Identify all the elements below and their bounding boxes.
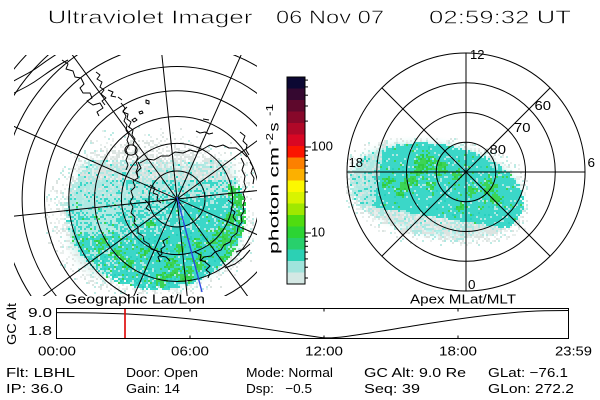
- svg-text:00:00: 00:00: [38, 344, 76, 359]
- svg-text:Flt: LBHL: Flt: LBHL: [6, 365, 75, 380]
- svg-text:1.8: 1.8: [28, 323, 52, 338]
- svg-text:Apex MLat/MLT: Apex MLat/MLT: [410, 292, 516, 307]
- svg-text:photon cm: photon cm: [267, 147, 282, 254]
- svg-text:0: 0: [468, 278, 476, 292]
- svg-text:Door: Open: Door: Open: [126, 365, 198, 380]
- svg-text:GLon: 272.2: GLon: 272.2: [488, 381, 574, 396]
- svg-text:GC Alt: GC Alt: [4, 303, 19, 345]
- svg-text:Seq: 39: Seq: 39: [364, 381, 420, 396]
- svg-text:GC Alt: 9.0 Re: GC Alt: 9.0 Re: [364, 365, 466, 380]
- svg-text:70: 70: [514, 121, 531, 135]
- svg-text:02:59:32 UT: 02:59:32 UT: [429, 7, 571, 27]
- svg-text:Ultraviolet Imager: Ultraviolet Imager: [48, 7, 253, 27]
- svg-text:-2: -2: [265, 132, 276, 145]
- svg-text:06 Nov 07: 06 Nov 07: [276, 7, 384, 27]
- svg-text:23:59: 23:59: [555, 344, 592, 359]
- svg-text:18:00: 18:00: [439, 344, 477, 359]
- svg-text:100: 100: [311, 140, 333, 154]
- svg-text:Geographic Lat/Lon: Geographic Lat/Lon: [65, 292, 205, 307]
- svg-text:06:00: 06:00: [171, 344, 209, 359]
- svg-text:18: 18: [349, 156, 364, 170]
- svg-text:10: 10: [311, 226, 325, 240]
- svg-text:Dsp: −0.5: Dsp: −0.5: [246, 381, 312, 396]
- svg-text:60: 60: [535, 99, 552, 113]
- svg-text:Gain: 14: Gain: 14: [126, 381, 180, 396]
- svg-text:12:00: 12:00: [305, 344, 343, 359]
- svg-text:-1: -1: [265, 103, 276, 116]
- svg-text:9.0: 9.0: [28, 305, 52, 320]
- svg-text:6: 6: [588, 156, 596, 170]
- svg-text:s: s: [267, 122, 282, 131]
- svg-text:Mode: Normal: Mode: Normal: [246, 365, 333, 380]
- svg-text:80: 80: [490, 143, 507, 157]
- svg-text:IP: 36.0: IP: 36.0: [6, 381, 63, 396]
- svg-text:12: 12: [470, 48, 485, 62]
- svg-text:GLat: −76.1: GLat: −76.1: [488, 365, 568, 380]
